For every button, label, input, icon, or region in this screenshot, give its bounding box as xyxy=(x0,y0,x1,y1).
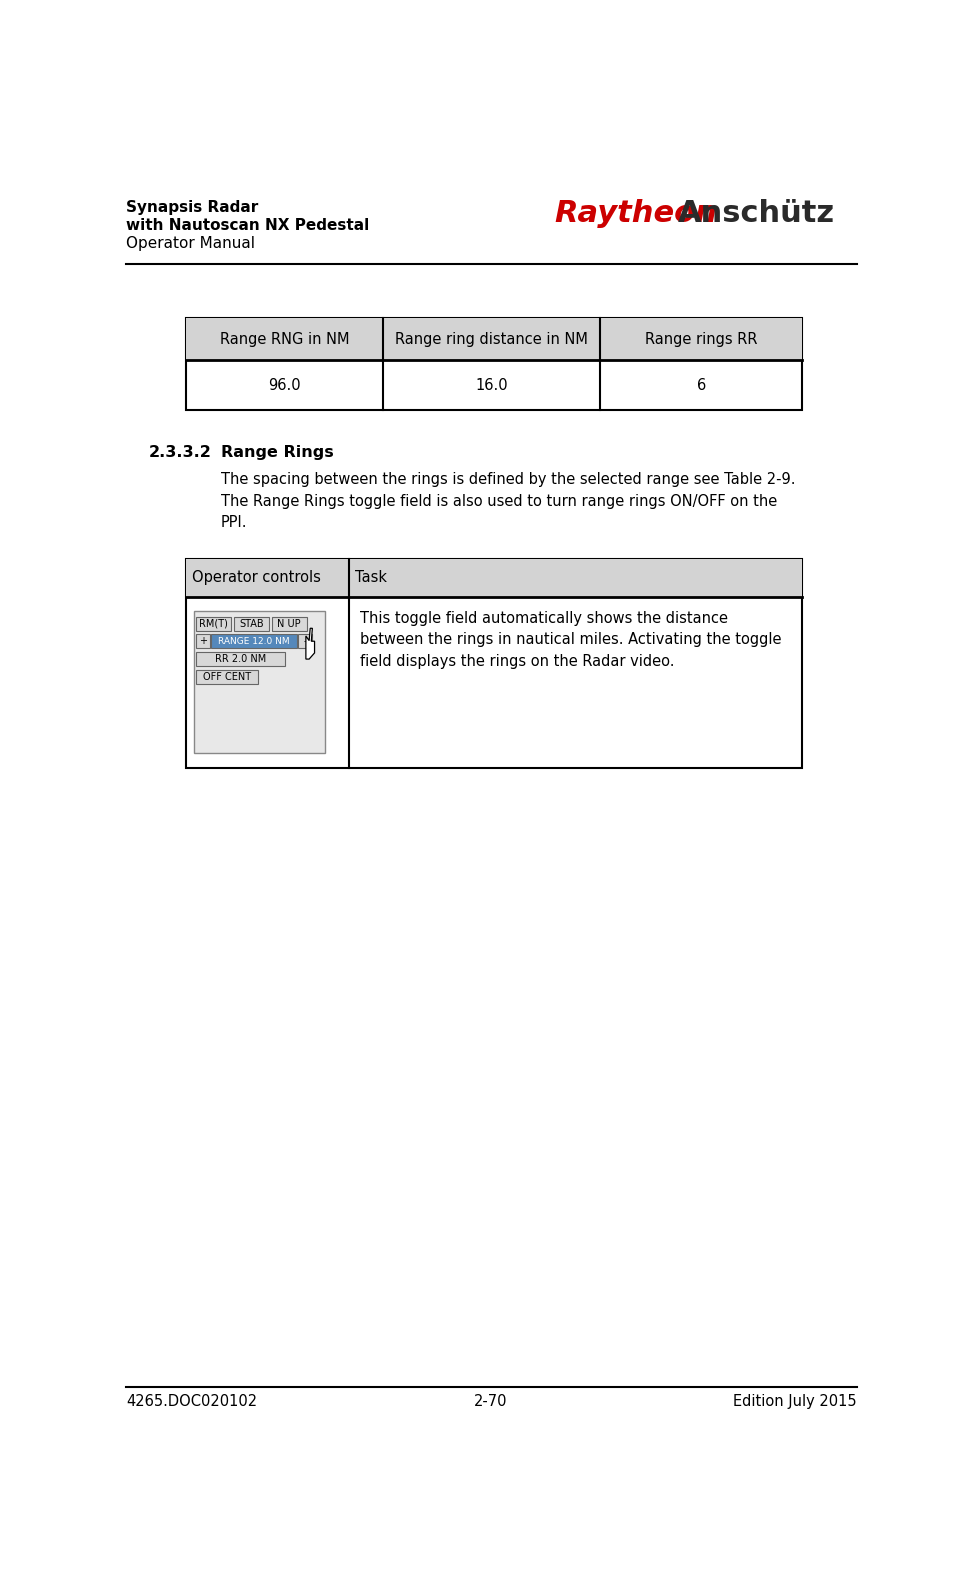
Polygon shape xyxy=(306,628,315,659)
Text: 2.3.3.2: 2.3.3.2 xyxy=(149,445,211,460)
Bar xyxy=(196,652,285,667)
Text: Task: Task xyxy=(355,570,386,585)
Bar xyxy=(196,670,258,684)
Text: Raytheon: Raytheon xyxy=(554,199,716,228)
Text: Range ring distance in NM: Range ring distance in NM xyxy=(395,331,588,347)
Text: 2-70: 2-70 xyxy=(475,1394,508,1408)
Bar xyxy=(196,635,210,648)
Bar xyxy=(186,558,802,597)
Bar xyxy=(298,635,312,648)
Text: 4265.DOC020102: 4265.DOC020102 xyxy=(126,1394,257,1408)
Text: OFF CENT: OFF CENT xyxy=(202,671,251,683)
Text: PPI.: PPI. xyxy=(221,515,247,530)
Text: 16.0: 16.0 xyxy=(476,377,508,393)
Text: Operator Manual: Operator Manual xyxy=(126,235,255,250)
Text: with Nautoscan NX Pedestal: with Nautoscan NX Pedestal xyxy=(126,218,369,232)
Text: +: + xyxy=(199,636,207,646)
Bar xyxy=(186,558,802,768)
Text: RANGE 12.0 NM: RANGE 12.0 NM xyxy=(218,636,290,646)
Text: Synapsis Radar: Synapsis Radar xyxy=(126,200,258,215)
Text: The spacing between the rings is defined by the selected range see Table 2-9.: The spacing between the rings is defined… xyxy=(221,473,795,487)
Bar xyxy=(186,318,802,410)
Bar xyxy=(196,617,231,630)
Text: STAB: STAB xyxy=(239,619,264,628)
Bar xyxy=(194,611,325,753)
Text: 96.0: 96.0 xyxy=(269,377,301,393)
Text: RM(T): RM(T) xyxy=(199,619,227,628)
Bar xyxy=(234,617,269,630)
Text: RR 2.0 NM: RR 2.0 NM xyxy=(215,654,266,663)
Bar xyxy=(271,617,307,630)
Text: The Range Rings toggle field is also used to turn range rings ON/OFF on the: The Range Rings toggle field is also use… xyxy=(221,493,777,509)
Text: field displays the rings on the Radar video.: field displays the rings on the Radar vi… xyxy=(361,654,674,668)
Text: Edition July 2015: Edition July 2015 xyxy=(734,1394,857,1408)
Text: This toggle field automatically shows the distance: This toggle field automatically shows th… xyxy=(361,611,728,625)
Text: N UP: N UP xyxy=(277,619,301,628)
Bar xyxy=(186,318,802,360)
Bar xyxy=(211,635,296,648)
Text: Anschütz: Anschütz xyxy=(678,199,835,228)
Text: -: - xyxy=(303,636,307,646)
Text: Range rings RR: Range rings RR xyxy=(644,331,758,347)
Text: between the rings in nautical miles. Activating the toggle: between the rings in nautical miles. Act… xyxy=(361,632,782,648)
Text: 6: 6 xyxy=(696,377,706,393)
Text: Range RNG in NM: Range RNG in NM xyxy=(220,331,349,347)
Text: Operator controls: Operator controls xyxy=(192,570,321,585)
Text: Range Rings: Range Rings xyxy=(221,445,334,460)
